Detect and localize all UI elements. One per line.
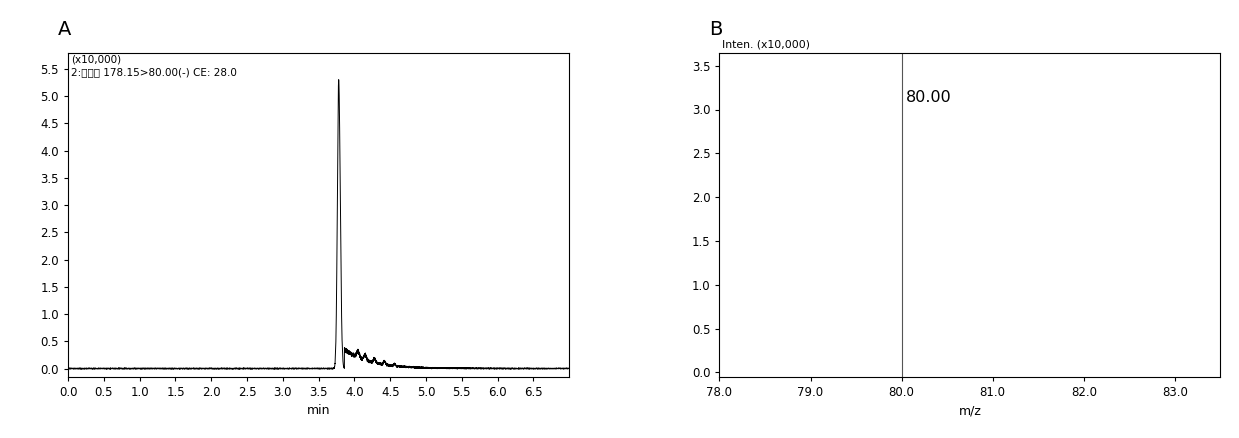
X-axis label: m/z: m/z <box>959 404 981 417</box>
Text: 2:甜蜜素 178.15>80.00(-) CE: 28.0: 2:甜蜜素 178.15>80.00(-) CE: 28.0 <box>71 67 237 77</box>
Text: A: A <box>58 20 72 39</box>
Text: Inten. (x10,000): Inten. (x10,000) <box>722 39 810 49</box>
X-axis label: min: min <box>307 404 331 417</box>
Text: B: B <box>710 20 722 39</box>
Text: 80.00: 80.00 <box>906 90 952 105</box>
Text: (x10,000): (x10,000) <box>71 54 120 64</box>
